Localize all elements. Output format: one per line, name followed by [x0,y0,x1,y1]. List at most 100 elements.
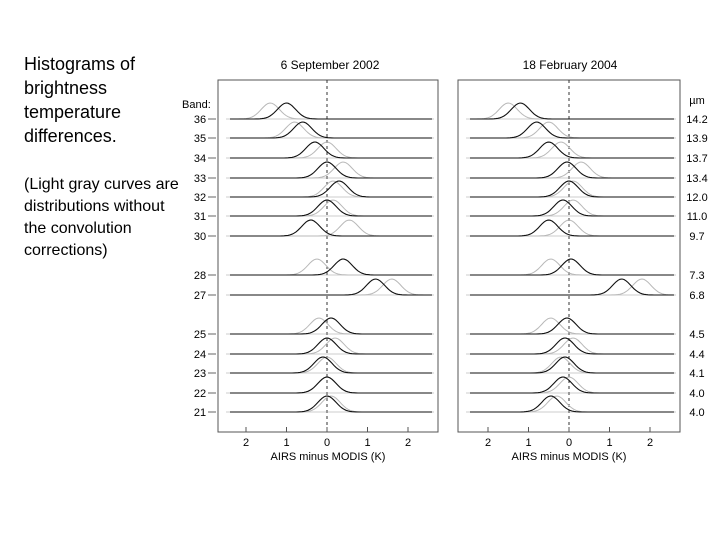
histogram-curve-light-0-30 [230,219,432,237]
band-label-21: 21 [194,407,206,419]
histogram-curve-dark-0-22 [230,376,432,394]
histogram-curve-dark-0-35 [230,121,432,139]
band-label-35: 35 [194,133,206,145]
histogram-curve-dark-1-31 [470,199,674,217]
histogram-curve-light-0-36 [230,102,432,120]
histogram-curve-dark-1-28 [470,258,674,276]
histogram-curve-light-0-28 [230,258,432,276]
x-tick-label-1-3: 1 [606,437,612,449]
wavelength-label-35: 13.9 [686,133,707,145]
x-tick-label-0-4: 2 [405,437,411,449]
histogram-curve-light-1-27 [470,278,675,296]
wavelength-label-30: 9.7 [689,231,704,243]
histogram-curve-dark-0-25 [230,317,432,335]
x-tick-label-0-2: 0 [324,437,330,449]
histogram-curve-light-1-35 [470,121,674,139]
histogram-curve-light-0-21 [230,395,432,413]
histogram-curve-light-1-28 [470,258,674,276]
x-axis-label-0: AIRS minus MODIS (K) [271,451,386,463]
histogram-curve-dark-1-32 [470,180,674,198]
wavelength-label-27: 6.8 [689,290,704,302]
panel-frame-0 [217,79,439,433]
histogram-curve-light-0-34 [230,141,432,159]
caption: Histograms of brightness temperature dif… [24,52,184,262]
histogram-curve-dark-1-36 [470,102,674,120]
histogram-curve-dark-1-33 [470,161,674,179]
histogram-curve-light-1-23 [470,356,674,374]
band-label-32: 32 [194,192,206,204]
histogram-curve-light-1-21 [470,395,674,413]
histogram-curve-light-1-31 [470,199,674,217]
wavelength-label-36: 14.2 [686,114,707,126]
caption-note: (Light gray curves are distributions wit… [24,176,179,259]
band-label-33: 33 [194,173,206,185]
band-header: Band: [182,99,211,111]
histogram-curve-dark-1-23 [470,356,674,374]
histogram-curve-light-1-22 [470,376,674,394]
band-label-28: 28 [194,270,206,282]
histogram-curve-dark-1-21 [470,395,674,413]
histogram-curve-light-1-36 [470,102,674,120]
histogram-curve-dark-0-23 [230,356,432,374]
wavelength-label-24: 4.4 [689,349,704,361]
histogram-curve-dark-0-34 [230,141,432,159]
histogram-curve-dark-1-27 [470,278,674,296]
histogram-curve-dark-0-27 [230,278,432,296]
x-tick-label-0-0: 2 [243,437,249,449]
panel-title-left: 6 September 2002 [280,58,380,72]
histogram-curve-light-1-34 [470,141,674,159]
band-label-36: 36 [194,114,206,126]
wavelength-label-25: 4.5 [689,329,704,341]
x-tick-label-1-1: 1 [525,437,531,449]
wavelength-label-22: 4.0 [689,388,704,400]
wavelength-label-33: 13.4 [686,173,707,185]
wavelength-label-31: 11.0 [687,211,708,223]
band-label-34: 34 [194,153,206,165]
band-label-25: 25 [194,329,206,341]
histogram-curve-dark-1-22 [470,376,674,394]
histogram-curve-dark-1-34 [470,141,674,159]
histogram-curve-light-0-24 [230,337,432,355]
histogram-curve-light-1-24 [470,337,674,355]
band-label-24: 24 [194,349,206,361]
x-tick-label-1-4: 2 [647,437,653,449]
histogram-curve-dark-1-24 [470,337,674,355]
band-label-22: 22 [194,388,206,400]
histogram-curve-dark-0-33 [230,161,432,179]
x-tick-label-1-0: 2 [485,437,491,449]
x-tick-label-0-1: 1 [283,437,289,449]
histogram-curve-dark-0-31 [230,199,432,217]
wavelength-label-28: 7.3 [689,270,704,282]
band-label-30: 30 [194,231,206,243]
wavelength-label-23: 4.1 [689,368,704,380]
histogram-curve-dark-1-30 [470,219,674,237]
histogram-curve-dark-0-36 [230,102,432,120]
histogram-curve-dark-1-35 [470,121,674,139]
band-label-31: 31 [194,211,206,223]
histogram-curve-light-0-32 [230,180,432,198]
band-label-23: 23 [194,368,206,380]
histogram-curve-light-0-35 [230,121,432,139]
histogram-curve-light-0-22 [230,376,432,394]
histogram-curve-dark-0-30 [230,219,432,237]
histogram-curve-light-0-33 [230,161,432,179]
histogram-curve-dark-0-28 [230,258,432,276]
histogram-curve-light-0-25 [230,317,432,335]
wavelength-label-32: 12.0 [686,192,707,204]
histogram-curve-light-1-32 [470,180,674,198]
x-tick-label-0-3: 1 [364,437,370,449]
wavelength-label-21: 4.0 [689,407,704,419]
caption-title: Histograms of brightness temperature dif… [24,54,136,146]
histogram-curve-light-0-31 [230,199,432,217]
x-tick-label-1-2: 0 [566,437,572,449]
wavelength-header: µm [689,95,705,107]
histogram-curve-dark-1-25 [470,317,674,335]
histogram-curve-light-0-27 [230,278,432,296]
histogram-curve-light-1-30 [470,219,674,237]
histogram-curve-dark-0-21 [230,395,432,413]
panel-title-right: 18 February 2004 [522,58,618,72]
x-axis-label-1: AIRS minus MODIS (K) [512,451,627,463]
wavelength-label-34: 13.7 [686,153,707,165]
histogram-curve-dark-0-24 [230,337,432,355]
